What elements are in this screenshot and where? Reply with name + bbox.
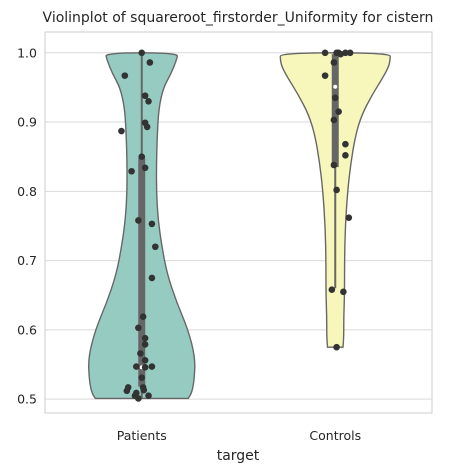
data-point-controls — [321, 72, 329, 79]
data-point-patients — [128, 167, 135, 175]
data-point-patients — [146, 59, 154, 66]
data-point-patients — [138, 374, 146, 381]
data-point-patients — [141, 164, 149, 172]
data-point-patients — [141, 92, 149, 100]
x-axis-label: target — [217, 448, 260, 464]
data-point-controls — [333, 343, 340, 351]
data-point-patients — [123, 387, 131, 395]
data-point-patients — [135, 324, 142, 332]
data-point-patients — [135, 395, 142, 402]
x-tick-labels: Patients Controls — [117, 428, 361, 443]
data-point-patients — [141, 357, 149, 364]
data-point-patients — [118, 127, 125, 135]
data-point-patients — [141, 363, 149, 371]
data-point-controls — [330, 59, 338, 66]
data-point-controls — [330, 161, 338, 169]
data-point-controls — [346, 49, 354, 57]
data-point-patients — [148, 274, 156, 282]
data-point-controls — [342, 152, 349, 159]
iqr-box-patients — [138, 158, 146, 387]
data-point-patients — [145, 392, 152, 399]
data-point-patients — [138, 49, 146, 57]
data-point-patients — [138, 153, 146, 160]
data-point-controls — [333, 186, 340, 194]
x-tick-label: Patients — [117, 428, 167, 443]
data-point-controls — [331, 94, 339, 102]
data-point-patients — [135, 217, 142, 224]
median-marker-controls — [333, 84, 338, 89]
strip-points — [118, 49, 354, 402]
y-tick-label: 0.8 — [17, 184, 37, 199]
data-point-patients — [133, 363, 140, 370]
iqr-box-controls — [331, 54, 339, 168]
data-point-controls — [340, 288, 347, 296]
data-point-patients — [137, 350, 144, 357]
data-point-controls — [335, 108, 342, 115]
y-tick-label: 0.7 — [17, 253, 37, 268]
y-tick-label: 0.9 — [17, 115, 37, 130]
data-point-patients — [121, 72, 129, 79]
y-tick-label: 0.6 — [17, 322, 37, 337]
data-point-patients — [139, 313, 147, 321]
y-tick-label: 0.5 — [17, 392, 37, 407]
data-point-controls — [345, 214, 353, 221]
data-point-patients — [143, 123, 151, 131]
chart-title: Violinplot of squareroot_firstorder_Unif… — [43, 10, 434, 26]
data-point-controls — [342, 140, 349, 148]
data-point-controls — [342, 49, 349, 57]
data-point-patients — [148, 220, 156, 228]
data-point-controls — [321, 49, 329, 57]
data-point-patients — [141, 341, 149, 348]
data-point-patients — [140, 386, 148, 394]
data-point-patients — [145, 97, 152, 105]
y-tick-labels: 0.5 0.6 0.7 0.8 0.9 1.0 — [17, 45, 37, 406]
data-point-patients — [148, 363, 156, 370]
data-point-controls — [330, 116, 338, 124]
data-point-patients — [151, 243, 159, 251]
x-tick-label: Controls — [309, 428, 361, 443]
y-tick-label: 1.0 — [17, 45, 37, 60]
data-point-patients — [141, 334, 149, 342]
data-point-controls — [328, 286, 336, 293]
